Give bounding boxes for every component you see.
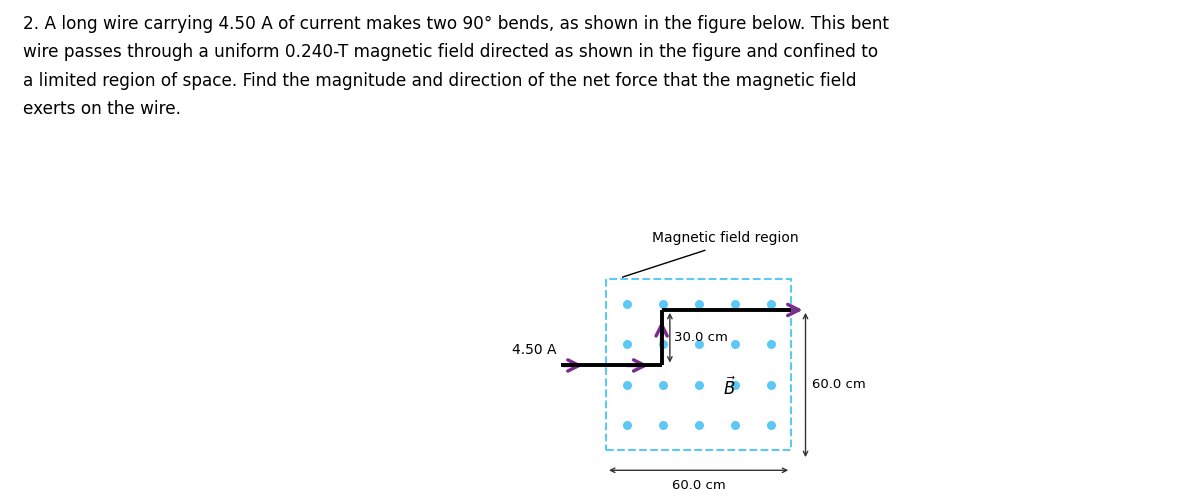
Text: 30.0 cm: 30.0 cm	[674, 331, 727, 344]
Text: 2. A long wire carrying 4.50 A of current makes two 90° bends, as shown in the f: 2. A long wire carrying 4.50 A of curren…	[24, 14, 889, 118]
Text: 60.0 cm: 60.0 cm	[672, 479, 725, 492]
Text: Magnetic field region: Magnetic field region	[652, 231, 798, 245]
Text: $\vec{B}$: $\vec{B}$	[723, 377, 736, 399]
Bar	[606, 279, 791, 450]
Text: 4.50 A: 4.50 A	[513, 343, 556, 357]
Text: 60.0 cm: 60.0 cm	[811, 379, 865, 392]
